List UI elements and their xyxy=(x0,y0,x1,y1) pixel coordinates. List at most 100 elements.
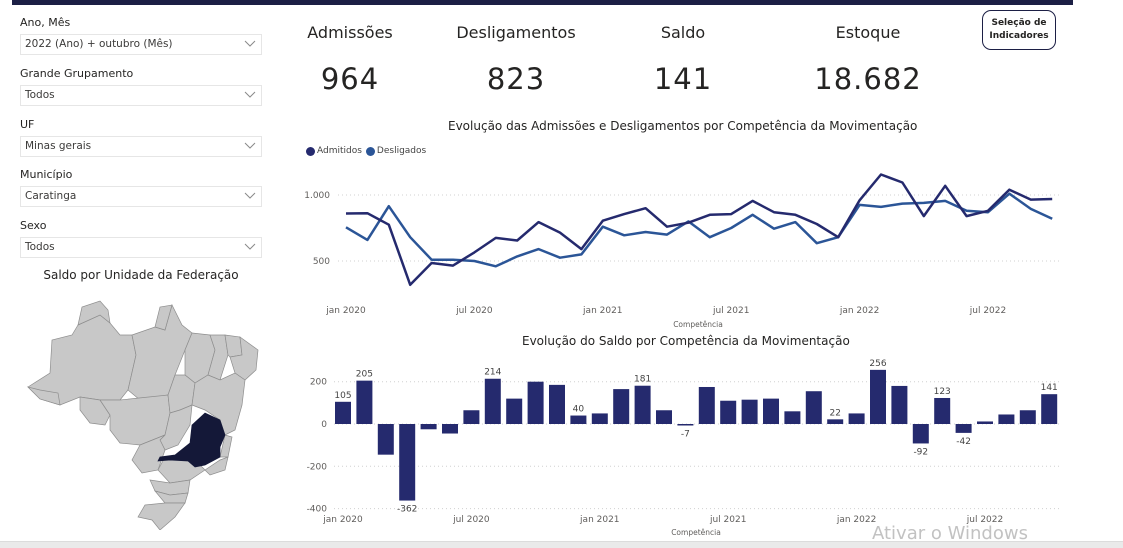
slicer-label: Ano, Mês xyxy=(20,16,71,29)
bar-data-label: 22 xyxy=(829,408,840,418)
kpi-estoque: Estoque 18.682 xyxy=(808,22,928,96)
x-tick-label: jan 2021 xyxy=(582,306,623,316)
bar-data-label: -42 xyxy=(956,437,971,447)
legend-dot-icon xyxy=(365,146,375,156)
slicer-dropdown[interactable]: Caratinga xyxy=(20,186,262,207)
button-label-line1: Seleção de xyxy=(991,18,1047,28)
x-axis-title: Competência xyxy=(671,528,721,537)
bar-fev-2021[interactable] xyxy=(613,389,630,424)
legend-item-desligados[interactable]: Desligados xyxy=(365,146,426,156)
bar-ago-2020[interactable] xyxy=(484,378,501,424)
bar-abr-2020[interactable] xyxy=(399,424,416,501)
bar-jul-2020[interactable] xyxy=(463,410,480,424)
bar-set-2021[interactable] xyxy=(763,398,779,424)
bar-mai-2021[interactable] xyxy=(677,424,694,426)
x-tick-label: jul 2022 xyxy=(969,306,1006,316)
indicator-selection-button[interactable]: Seleção de Indicadores xyxy=(982,10,1056,50)
slicer-dropdown[interactable]: 2022 (Ano) + outubro (Mês) xyxy=(20,34,262,55)
bar-abr-2021[interactable] xyxy=(656,410,672,424)
bar-mai-2022[interactable] xyxy=(934,397,951,424)
series-line-admitidos[interactable] xyxy=(345,173,1053,287)
state-rio-de-janeiro[interactable] xyxy=(204,456,229,476)
slicer-4: Sexo Todos xyxy=(20,218,262,258)
bar-out-2021[interactable] xyxy=(784,411,801,424)
state-bahia[interactable] xyxy=(191,372,246,436)
slicer-dropdown[interactable]: Todos xyxy=(20,85,262,106)
state-amapa[interactable] xyxy=(154,304,173,331)
kpi-saldo: Saldo 141 xyxy=(643,22,723,96)
bar-chart[interactable]: -400 -200 0 200 105 205 -362 214 40 181 -7 22 256 -92… xyxy=(290,350,1080,540)
x-tick-label: jul 2022 xyxy=(966,515,1003,525)
y-tick-label: 200 xyxy=(310,378,327,388)
state-santa-catarina[interactable] xyxy=(154,490,189,504)
bar-mar-2022[interactable] xyxy=(891,385,908,424)
bar-abr-2022[interactable] xyxy=(912,424,929,444)
slicer-0: Ano, Mês 2022 (Ano) + outubro (Mês) xyxy=(20,15,262,55)
bar-jun-2020[interactable] xyxy=(442,424,458,434)
chevron-down-icon xyxy=(244,91,256,98)
bottom-bar xyxy=(0,541,1123,548)
bar-dez-2021[interactable] xyxy=(827,419,844,424)
bar-data-label: 205 xyxy=(356,370,373,380)
bar-set-2020[interactable] xyxy=(506,398,523,424)
x-tick-label: jul 2021 xyxy=(709,515,746,525)
line-chart[interactable]: 500 1.000 jan 2020 jul 2020 jan 2021 jul 2021… xyxy=(290,160,1080,332)
state-acre[interactable] xyxy=(26,386,61,406)
bar-data-label: 181 xyxy=(634,375,651,385)
bar-mai-2020[interactable] xyxy=(420,424,437,430)
x-tick-label: jul 2020 xyxy=(455,306,493,316)
bar-jan-2022[interactable] xyxy=(848,413,865,424)
bar-jun-2021[interactable] xyxy=(698,386,715,424)
line-chart-legend: Admitidos Desligados xyxy=(306,146,426,156)
series-line-desligados[interactable] xyxy=(345,192,1053,268)
slicer-dropdown[interactable]: Minas gerais xyxy=(20,136,262,157)
state-ceara[interactable] xyxy=(224,334,243,358)
bar-set-2022[interactable] xyxy=(1019,410,1036,424)
top-accent-bar xyxy=(12,0,1073,5)
slicer-2: UF Minas gerais xyxy=(20,117,262,157)
x-tick-label: jan 2022 xyxy=(839,306,880,316)
chevron-down-icon xyxy=(244,192,256,199)
x-tick-label: jan 2021 xyxy=(579,515,620,525)
y-tick-label: 0 xyxy=(321,420,327,430)
bar-jan-2020[interactable] xyxy=(335,401,351,424)
bar-jul-2021[interactable] xyxy=(720,400,737,424)
x-tick-label: jan 2020 xyxy=(322,515,363,525)
bar-dez-2020[interactable] xyxy=(570,415,587,424)
state-roraima[interactable] xyxy=(77,300,111,326)
bar-fev-2022[interactable] xyxy=(870,369,886,424)
bar-data-label: 123 xyxy=(934,387,951,397)
bar-mar-2021[interactable] xyxy=(634,385,651,424)
legend-dot-icon xyxy=(306,146,315,156)
bar-data-label: -7 xyxy=(681,429,690,439)
kpi-admissoes: Admissões 964 xyxy=(298,22,402,96)
bar-jun-2022[interactable] xyxy=(955,424,972,433)
bar-mar-2020[interactable] xyxy=(377,424,394,455)
bar-out-2020[interactable] xyxy=(527,381,544,424)
bar-fev-2020[interactable] xyxy=(356,380,373,424)
legend-item-admitidos[interactable]: Admitidos xyxy=(306,146,362,156)
slicer-label: Sexo xyxy=(20,219,47,232)
brazil-map[interactable] xyxy=(20,295,260,531)
bar-out-2022[interactable] xyxy=(1041,394,1058,424)
bar-data-label: 105 xyxy=(334,391,351,401)
bar-jan-2021[interactable] xyxy=(591,413,608,424)
kpi-label: Saldo xyxy=(660,23,706,42)
bar-ago-2022[interactable] xyxy=(998,414,1015,424)
button-label-line2: Indicadores xyxy=(989,31,1049,41)
bar-nov-2021[interactable] xyxy=(805,391,822,424)
kpi-label: Desligamentos xyxy=(456,23,576,42)
state-minas-gerais[interactable] xyxy=(157,412,226,468)
kpi-value: 141 xyxy=(653,62,713,96)
y-tick-label: -400 xyxy=(307,505,328,515)
bar-nov-2020[interactable] xyxy=(549,384,565,424)
bar-jul-2022[interactable] xyxy=(977,421,993,424)
slicer-value: Minas gerais xyxy=(25,140,92,152)
slicer-dropdown[interactable]: Todos xyxy=(20,237,262,258)
chevron-down-icon xyxy=(244,40,256,47)
bar-data-label: 141 xyxy=(1041,383,1058,393)
bar-ago-2021[interactable] xyxy=(741,399,758,424)
state-rio-grande-do-sul[interactable] xyxy=(137,502,186,531)
x-axis-title: Competência xyxy=(673,320,723,329)
chevron-down-icon xyxy=(244,243,256,250)
